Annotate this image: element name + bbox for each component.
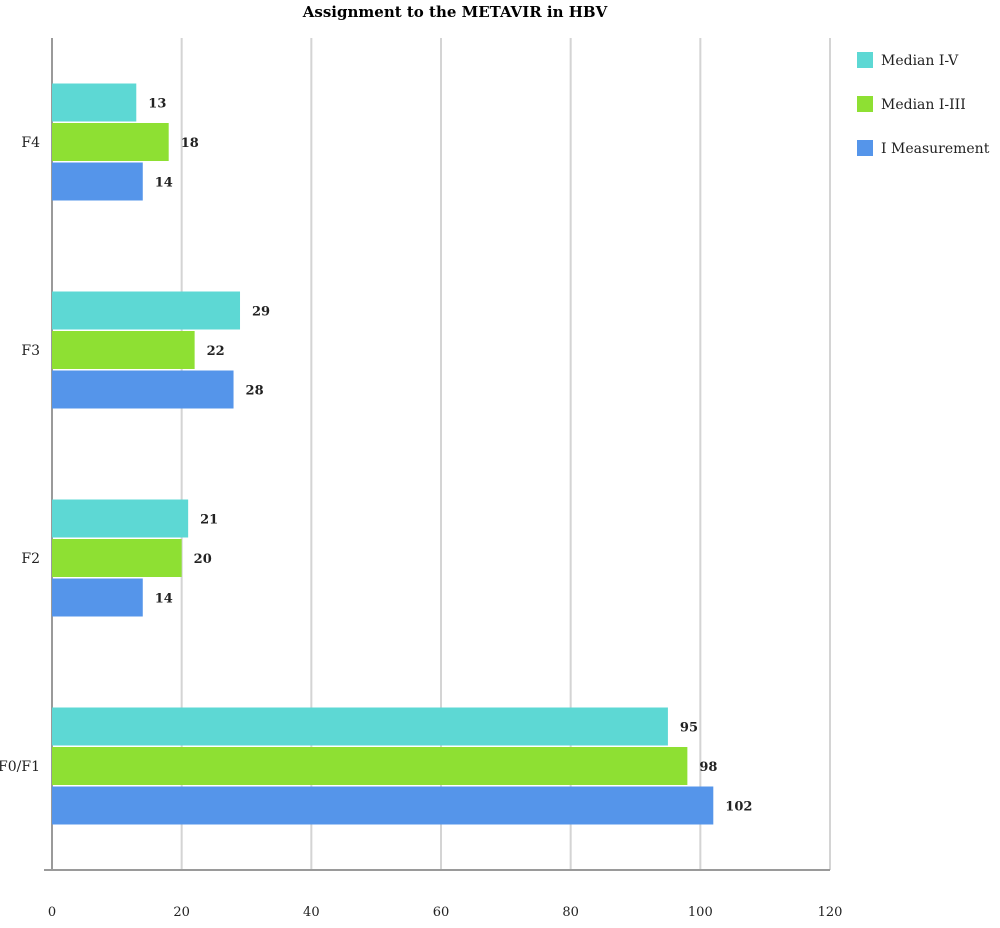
legend-label: I Measurement bbox=[881, 141, 990, 157]
data-label: 29 bbox=[252, 305, 270, 320]
x-tick-label: 0 bbox=[48, 905, 56, 920]
chart-title: Assignment to the METAVIR in HBV bbox=[302, 3, 608, 21]
data-label: 14 bbox=[155, 592, 173, 607]
legend-swatch bbox=[857, 52, 873, 68]
data-label: 21 bbox=[200, 513, 218, 528]
x-tick-label: 120 bbox=[818, 905, 843, 920]
data-label: 22 bbox=[207, 344, 225, 359]
legend-swatch bbox=[857, 140, 873, 156]
data-label: 14 bbox=[155, 176, 173, 191]
data-label: 28 bbox=[246, 384, 264, 399]
bar bbox=[52, 123, 169, 161]
bars bbox=[52, 83, 714, 825]
x-tick-label: 60 bbox=[433, 905, 450, 920]
x-tick-labels: 0 20 40 60 80 100 120 bbox=[48, 905, 843, 920]
x-tick-label: 80 bbox=[562, 905, 579, 920]
legend-label: Median I-V bbox=[881, 53, 959, 69]
bar bbox=[52, 539, 182, 577]
bar bbox=[52, 162, 143, 201]
data-label: 95 bbox=[680, 721, 698, 736]
bar bbox=[52, 707, 668, 746]
bar bbox=[52, 291, 241, 330]
legend-swatch bbox=[857, 96, 873, 112]
data-label: 20 bbox=[194, 552, 212, 567]
category-labels: F4 F3 F2 F0/F1 bbox=[0, 135, 40, 775]
x-tick-label: 20 bbox=[173, 905, 190, 920]
bar bbox=[52, 747, 688, 785]
data-label: 18 bbox=[181, 136, 199, 151]
legend: Median I-V Median I-III I Measurement bbox=[857, 52, 990, 157]
x-tick-label: 100 bbox=[688, 905, 713, 920]
bar bbox=[52, 83, 137, 122]
bar bbox=[52, 578, 143, 617]
category-label: F0/F1 bbox=[0, 759, 40, 775]
category-label: F4 bbox=[21, 135, 40, 151]
data-label: 13 bbox=[148, 97, 166, 112]
bar bbox=[52, 499, 189, 538]
data-label: 98 bbox=[699, 760, 717, 775]
data-label: 102 bbox=[725, 800, 752, 815]
x-tick-label: 40 bbox=[303, 905, 320, 920]
data-labels: 13 18 14 29 22 28 21 20 14 95 98 102 bbox=[148, 97, 752, 815]
category-label: F3 bbox=[21, 343, 40, 359]
legend-label: Median I-III bbox=[881, 97, 966, 113]
bar bbox=[52, 786, 714, 825]
bar bbox=[52, 370, 234, 409]
category-label: F2 bbox=[21, 551, 40, 567]
bar bbox=[52, 331, 195, 369]
